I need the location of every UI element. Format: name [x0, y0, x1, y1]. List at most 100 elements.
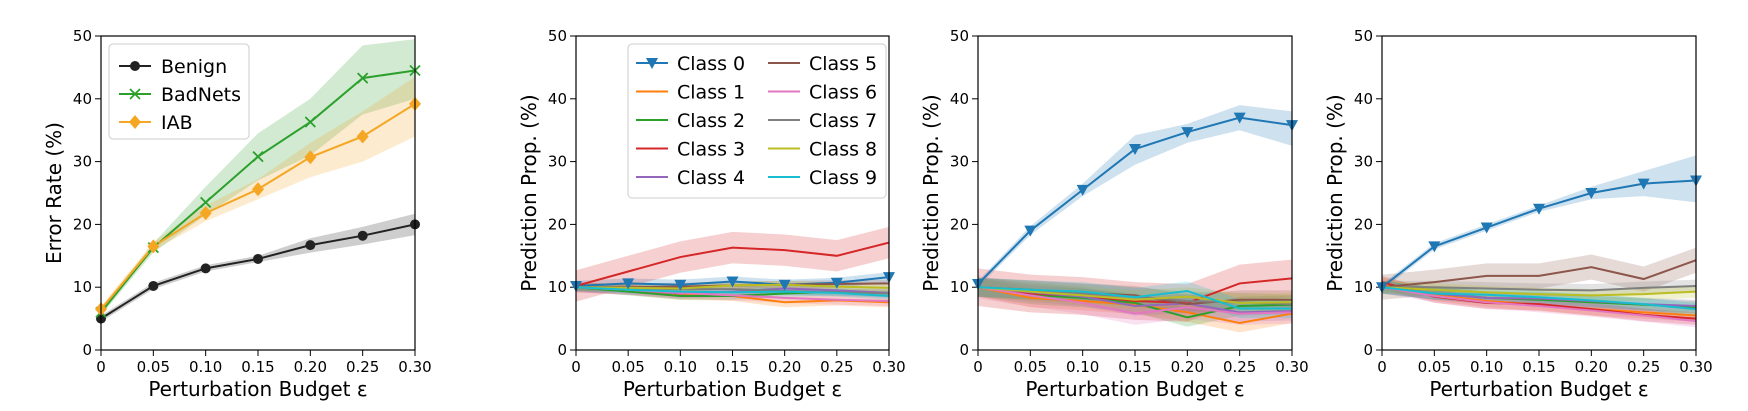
- y-tick-label: 40: [73, 90, 92, 108]
- y-tick-label: 10: [950, 278, 969, 296]
- y-tick-label: 0: [82, 341, 92, 359]
- legend-label: Class 1: [677, 82, 745, 104]
- y-axis-label: Prediction Prop. (%): [517, 94, 541, 291]
- data-point-iab: [356, 129, 369, 144]
- data-point-badnets: [357, 72, 369, 84]
- data-point-badnets: [304, 116, 316, 128]
- x-tick-label: 0.30: [1679, 358, 1712, 376]
- data-point-benign: [148, 280, 159, 291]
- series-line-class-8: [1382, 286, 1696, 297]
- data-point-class-0: [1024, 225, 1037, 237]
- data-point-class-0: [1428, 241, 1441, 253]
- series-line-class-5: [1382, 259, 1696, 289]
- x-tick-label: 0.05: [1014, 358, 1047, 376]
- y-tick-label: 20: [1354, 215, 1373, 233]
- x-tick-label: 0.20: [1171, 358, 1204, 376]
- y-axis-label: Prediction Prop. (%): [1323, 94, 1347, 291]
- chart-panel-1: 0 10 20 30 40 50 0 0.05 0.10 0.15 0.20 0.25 0.30 Pert…: [42, 27, 432, 401]
- legend-label: BadNets: [161, 84, 241, 106]
- data-point-badnets: [252, 150, 264, 163]
- series-line-class-6: [1382, 286, 1696, 323]
- data-point-benign: [357, 230, 368, 241]
- y-tick-label: 50: [73, 27, 92, 45]
- data-point-class-0: [1637, 178, 1650, 190]
- data-point-benign: [305, 240, 316, 251]
- x-tick-label: 0.05: [1418, 358, 1451, 376]
- series-line-class-6: [978, 286, 1292, 315]
- y-tick-label: 0: [1363, 341, 1373, 359]
- data-point-benign: [200, 263, 211, 274]
- confidence-band-benign: [101, 213, 415, 322]
- plot-frame: [575, 35, 890, 351]
- y-tick-label: 50: [950, 27, 969, 45]
- confidence-band-class-7: [1382, 279, 1696, 297]
- x-tick-label: 0.30: [872, 358, 905, 376]
- x-tick-label: 0.15: [1118, 358, 1151, 376]
- data-point-badnets-stroke-b: [200, 196, 212, 209]
- y-tick-label: 40: [548, 90, 567, 108]
- x-tick-label: 0: [1377, 358, 1387, 376]
- data-point-class-0: [1181, 127, 1194, 139]
- series-line-class-3: [576, 241, 889, 287]
- y-tick-label: 0: [557, 341, 567, 359]
- data-point-class-0: [1233, 112, 1246, 124]
- series-line-class-3: [978, 277, 1292, 304]
- series-line-class-8: [978, 286, 1292, 304]
- legend-marker: [130, 61, 140, 71]
- data-point-iab: [252, 182, 264, 197]
- legend-label: Class 6: [809, 82, 877, 104]
- legend-marker: [646, 58, 658, 69]
- x-axis-label: Perturbation Budget ε: [1025, 377, 1244, 401]
- x-tick-label: 0.30: [1275, 358, 1308, 376]
- data-point-class-0: [1076, 184, 1089, 196]
- confidence-band-class-0: [978, 105, 1292, 288]
- x-axis-label: Perturbation Budget ε: [148, 377, 367, 401]
- y-tick-label: 20: [950, 215, 969, 233]
- x-tick-label: 0.05: [611, 358, 644, 376]
- legend-label: Class 7: [809, 110, 877, 132]
- y-tick-label: 30: [950, 153, 969, 171]
- chart-panel-4: 0 10 20 30 40 50 0 0.05 0.10 0.15 0.20 0.25 0.30 Pert…: [1323, 27, 1713, 401]
- x-tick-label: 0.15: [716, 358, 749, 376]
- data-point-badnets-stroke-b: [252, 150, 264, 163]
- data-point-badnets: [200, 196, 212, 209]
- plot-frame: [1381, 35, 1697, 351]
- legend-label: Class 9: [809, 167, 877, 189]
- y-tick-label: 20: [73, 215, 92, 233]
- x-tick-label: 0.25: [1223, 358, 1256, 376]
- data-point-class-0: [1480, 222, 1493, 234]
- data-point-benign: [253, 253, 263, 264]
- confidence-band-badnets: [101, 39, 415, 316]
- legend-label: Class 2: [677, 110, 745, 132]
- plot-area: [1382, 155, 1696, 328]
- x-tick-label: 0.10: [1066, 358, 1099, 376]
- data-point-class-0: [778, 279, 791, 291]
- x-tick-label: 0.20: [768, 358, 801, 376]
- x-tick-label: 0: [571, 358, 581, 376]
- plot-area: [576, 226, 889, 308]
- x-tick-label: 0.10: [664, 358, 697, 376]
- data-point-class-0: [1585, 188, 1598, 199]
- y-tick-label: 10: [73, 278, 92, 296]
- x-axis-label: Perturbation Budget ε: [623, 377, 842, 401]
- data-point-class-0: [1533, 203, 1545, 215]
- x-tick-label: 0.25: [346, 358, 379, 376]
- plot-frame: [100, 35, 416, 351]
- legend-label: IAB: [161, 112, 193, 134]
- y-tick-label: 30: [548, 153, 567, 171]
- confidence-band-class-2: [576, 283, 889, 300]
- series-line-class-9: [978, 286, 1292, 310]
- x-tick-label: 0.25: [820, 358, 853, 376]
- series-line-class-9: [576, 286, 889, 297]
- plot-area: [978, 105, 1292, 333]
- series-line-class-1: [978, 286, 1292, 325]
- y-axis-label: Prediction Prop. (%): [919, 94, 943, 291]
- data-point-class-0: [674, 279, 687, 291]
- plot-frame: [977, 35, 1293, 351]
- x-tick-label: 0.15: [1522, 358, 1555, 376]
- y-tick-label: 10: [548, 278, 567, 296]
- legend-marker-stroke-b: [129, 88, 141, 100]
- data-point-class-0: [830, 277, 843, 289]
- x-tick-label: 0.15: [241, 358, 274, 376]
